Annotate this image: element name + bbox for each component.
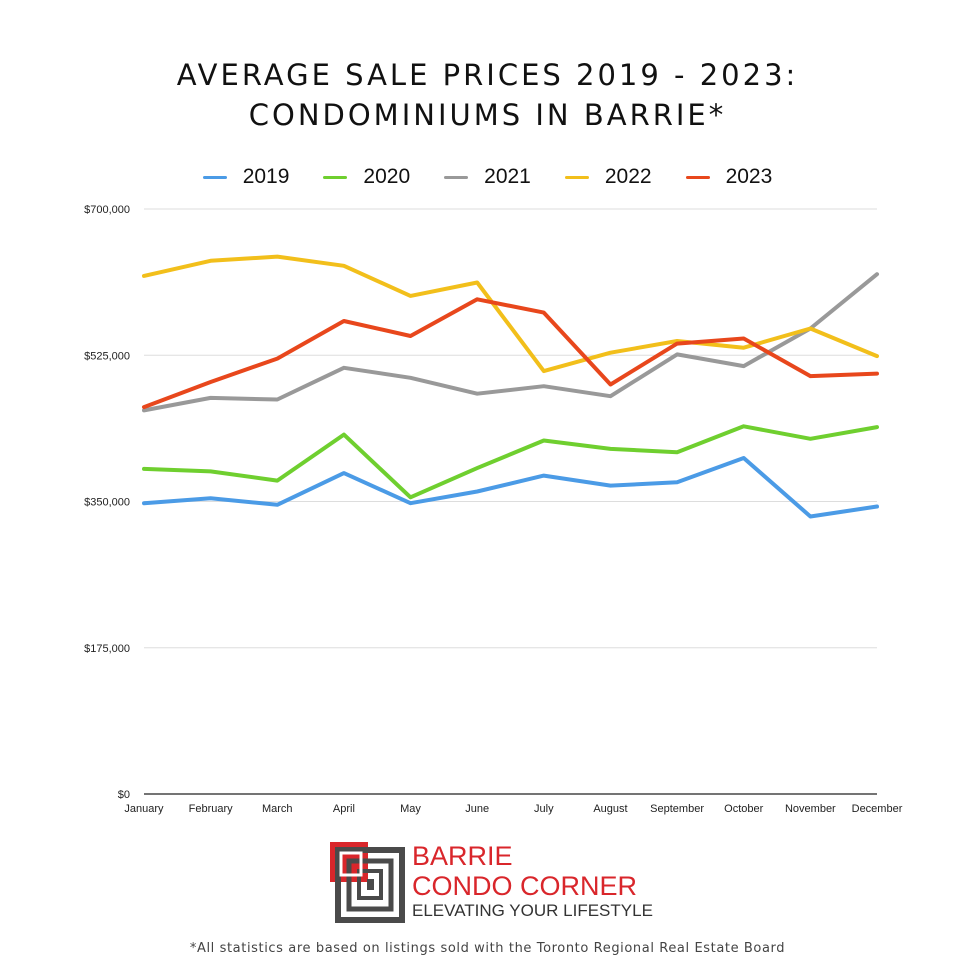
- legend-item-2021: 2021: [444, 165, 531, 189]
- legend-item-2020: 2020: [323, 165, 410, 189]
- logo-line-2: CONDO CORNER: [412, 871, 638, 901]
- legend-swatch: [323, 175, 348, 179]
- legend-label: 2020: [363, 165, 411, 188]
- legend-label: 2019: [242, 165, 290, 188]
- x-tick-label: October: [724, 803, 763, 815]
- legend-label: 2021: [484, 165, 531, 188]
- logo-square-mark-icon: [330, 842, 405, 923]
- legend-swatch: [564, 175, 589, 179]
- footnote: *All statistics are based on listings so…: [189, 941, 786, 956]
- legend-item-2022: 2022: [564, 165, 652, 189]
- x-tick-label: July: [534, 803, 554, 815]
- x-tick-label: March: [262, 803, 293, 815]
- legend-swatch: [202, 175, 227, 179]
- x-tick-label: September: [650, 803, 704, 815]
- y-tick-label: $525,000: [84, 350, 130, 362]
- logo-tagline: ELEVATING YOUR LIFESTYLE: [412, 901, 653, 920]
- legend-item-2023: 2023: [685, 165, 773, 189]
- x-tick-label: June: [465, 803, 489, 815]
- series-line-2021: [142, 272, 879, 413]
- brand-logo: BARRIE CONDO CORNER ELEVATING YOUR LIFES…: [328, 840, 668, 924]
- series-line-2019: [142, 456, 879, 519]
- legend-item-2019: 2019: [202, 165, 290, 189]
- y-tick-label: $700,000: [84, 204, 130, 216]
- legend-swatch: [685, 175, 710, 179]
- x-tick-label: February: [189, 803, 234, 815]
- x-tick-label: May: [400, 803, 421, 815]
- y-tick-label: $350,000: [84, 497, 130, 509]
- legend-label: 2023: [725, 165, 773, 188]
- x-tick-label: November: [785, 803, 836, 815]
- x-tick-label: December: [852, 803, 903, 815]
- logo-line-1: BARRIE: [412, 841, 513, 871]
- series-line-2020: [142, 424, 879, 500]
- line-chart: $0 $175,000 $350,000 $525,000 $700,000 Januar…: [84, 204, 903, 815]
- legend-swatch: [444, 175, 469, 179]
- y-tick-label: $175,000: [84, 643, 130, 655]
- legend-label: 2022: [604, 165, 652, 188]
- x-tick-label: April: [333, 803, 355, 815]
- x-tick-label: January: [124, 803, 164, 815]
- y-tick-label: $0: [118, 789, 130, 801]
- series-line-2023: [142, 297, 879, 410]
- x-tick-label: August: [593, 803, 627, 815]
- chart-title-line-1: AVERAGE SALE PRICES 2019 - 2023:: [176, 58, 799, 92]
- chart-legend: 2019 2020 2021 2022 2023: [0, 165, 975, 189]
- chart-title-line-2: CONDOMINIUMS IN BARRIE*: [248, 98, 727, 132]
